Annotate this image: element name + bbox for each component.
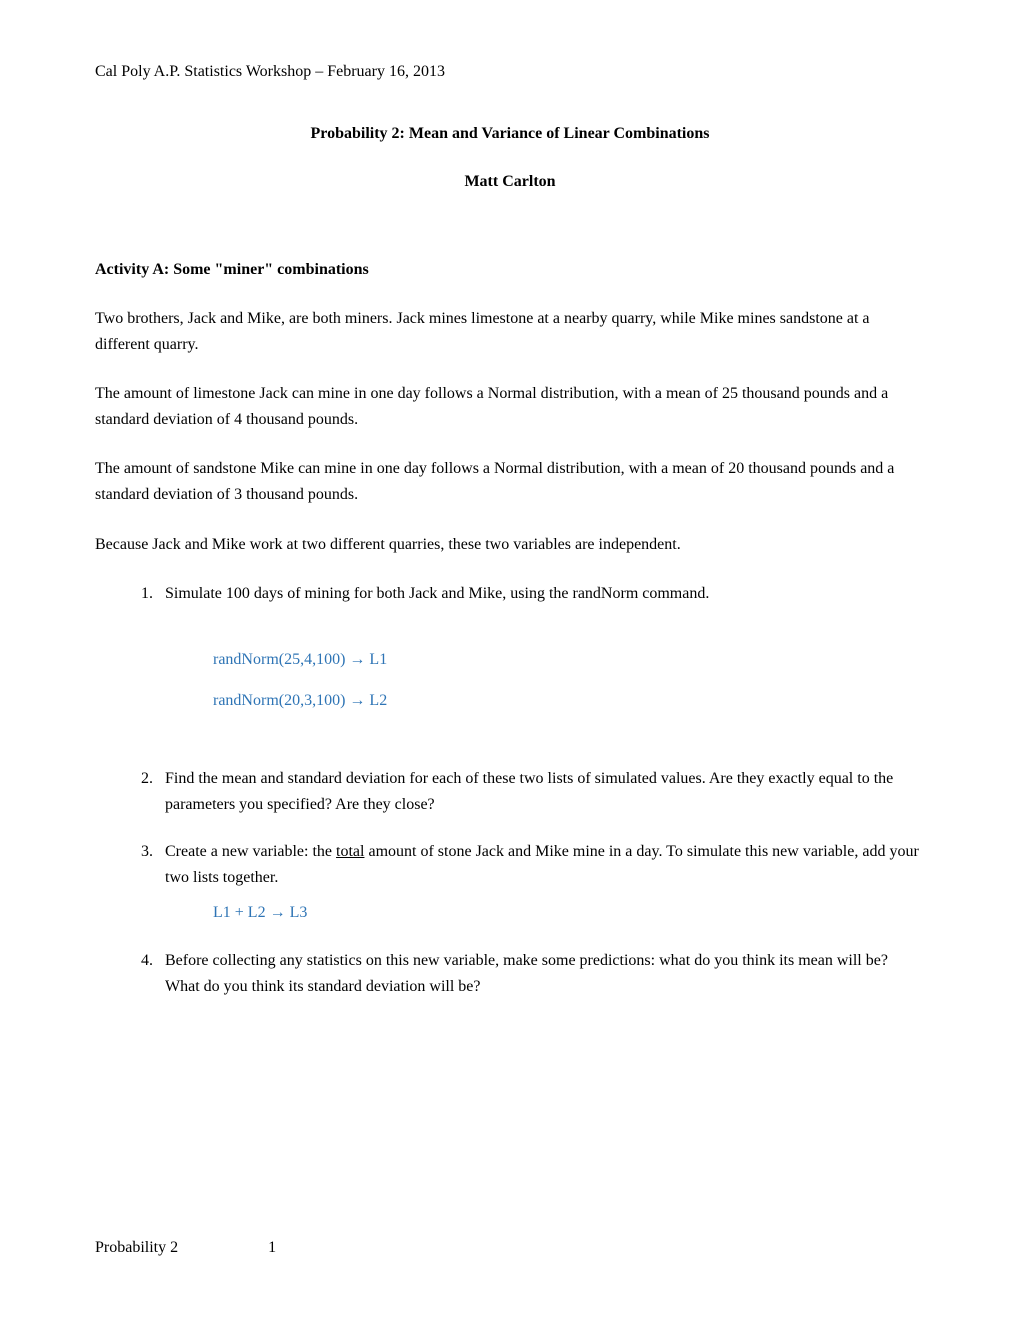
question-2: Find the mean and standard deviation for… [157,766,925,817]
page-footer: Probability 2 1 [95,1236,276,1260]
intro-paragraph-1: Two brothers, Jack and Mike, are both mi… [95,306,925,357]
intro-paragraph-3: The amount of sandstone Mike can mine in… [95,456,925,507]
footer-label: Probability 2 [95,1239,178,1256]
question-3: Create a new variable: the total amount … [157,839,925,926]
question-4-text: Before collecting any statistics on this… [165,952,888,995]
question-4: Before collecting any statistics on this… [157,948,925,999]
document-title: Probability 2: Mean and Variance of Line… [95,122,925,146]
question-3-pre: Create a new variable: the [165,843,336,860]
command-randnorm-2: randNorm(20,3,100) → L2 [213,688,925,714]
question-1-text: Simulate 100 days of mining for both Jac… [165,585,709,602]
command-randnorm-1: randNorm(25,4,100) → L1 [213,647,925,673]
workshop-header: Cal Poly A.P. Statistics Workshop – Febr… [95,60,925,84]
question-2-text: Find the mean and standard deviation for… [165,770,893,813]
command-add-lists: L1 + L2 → L3 [213,900,925,926]
page-number: 1 [268,1236,276,1260]
author-name: Matt Carlton [95,170,925,194]
intro-paragraph-2: The amount of limestone Jack can mine in… [95,381,925,432]
intro-paragraph-4: Because Jack and Mike work at two differ… [95,532,925,558]
activity-heading: Activity A: Some "miner" combinations [95,258,925,282]
question-1: Simulate 100 days of mining for both Jac… [157,581,925,714]
question-list: Simulate 100 days of mining for both Jac… [95,581,925,999]
command-block-1: randNorm(25,4,100) → L1 randNorm(20,3,10… [213,647,925,714]
question-3-underline: total [336,843,364,860]
